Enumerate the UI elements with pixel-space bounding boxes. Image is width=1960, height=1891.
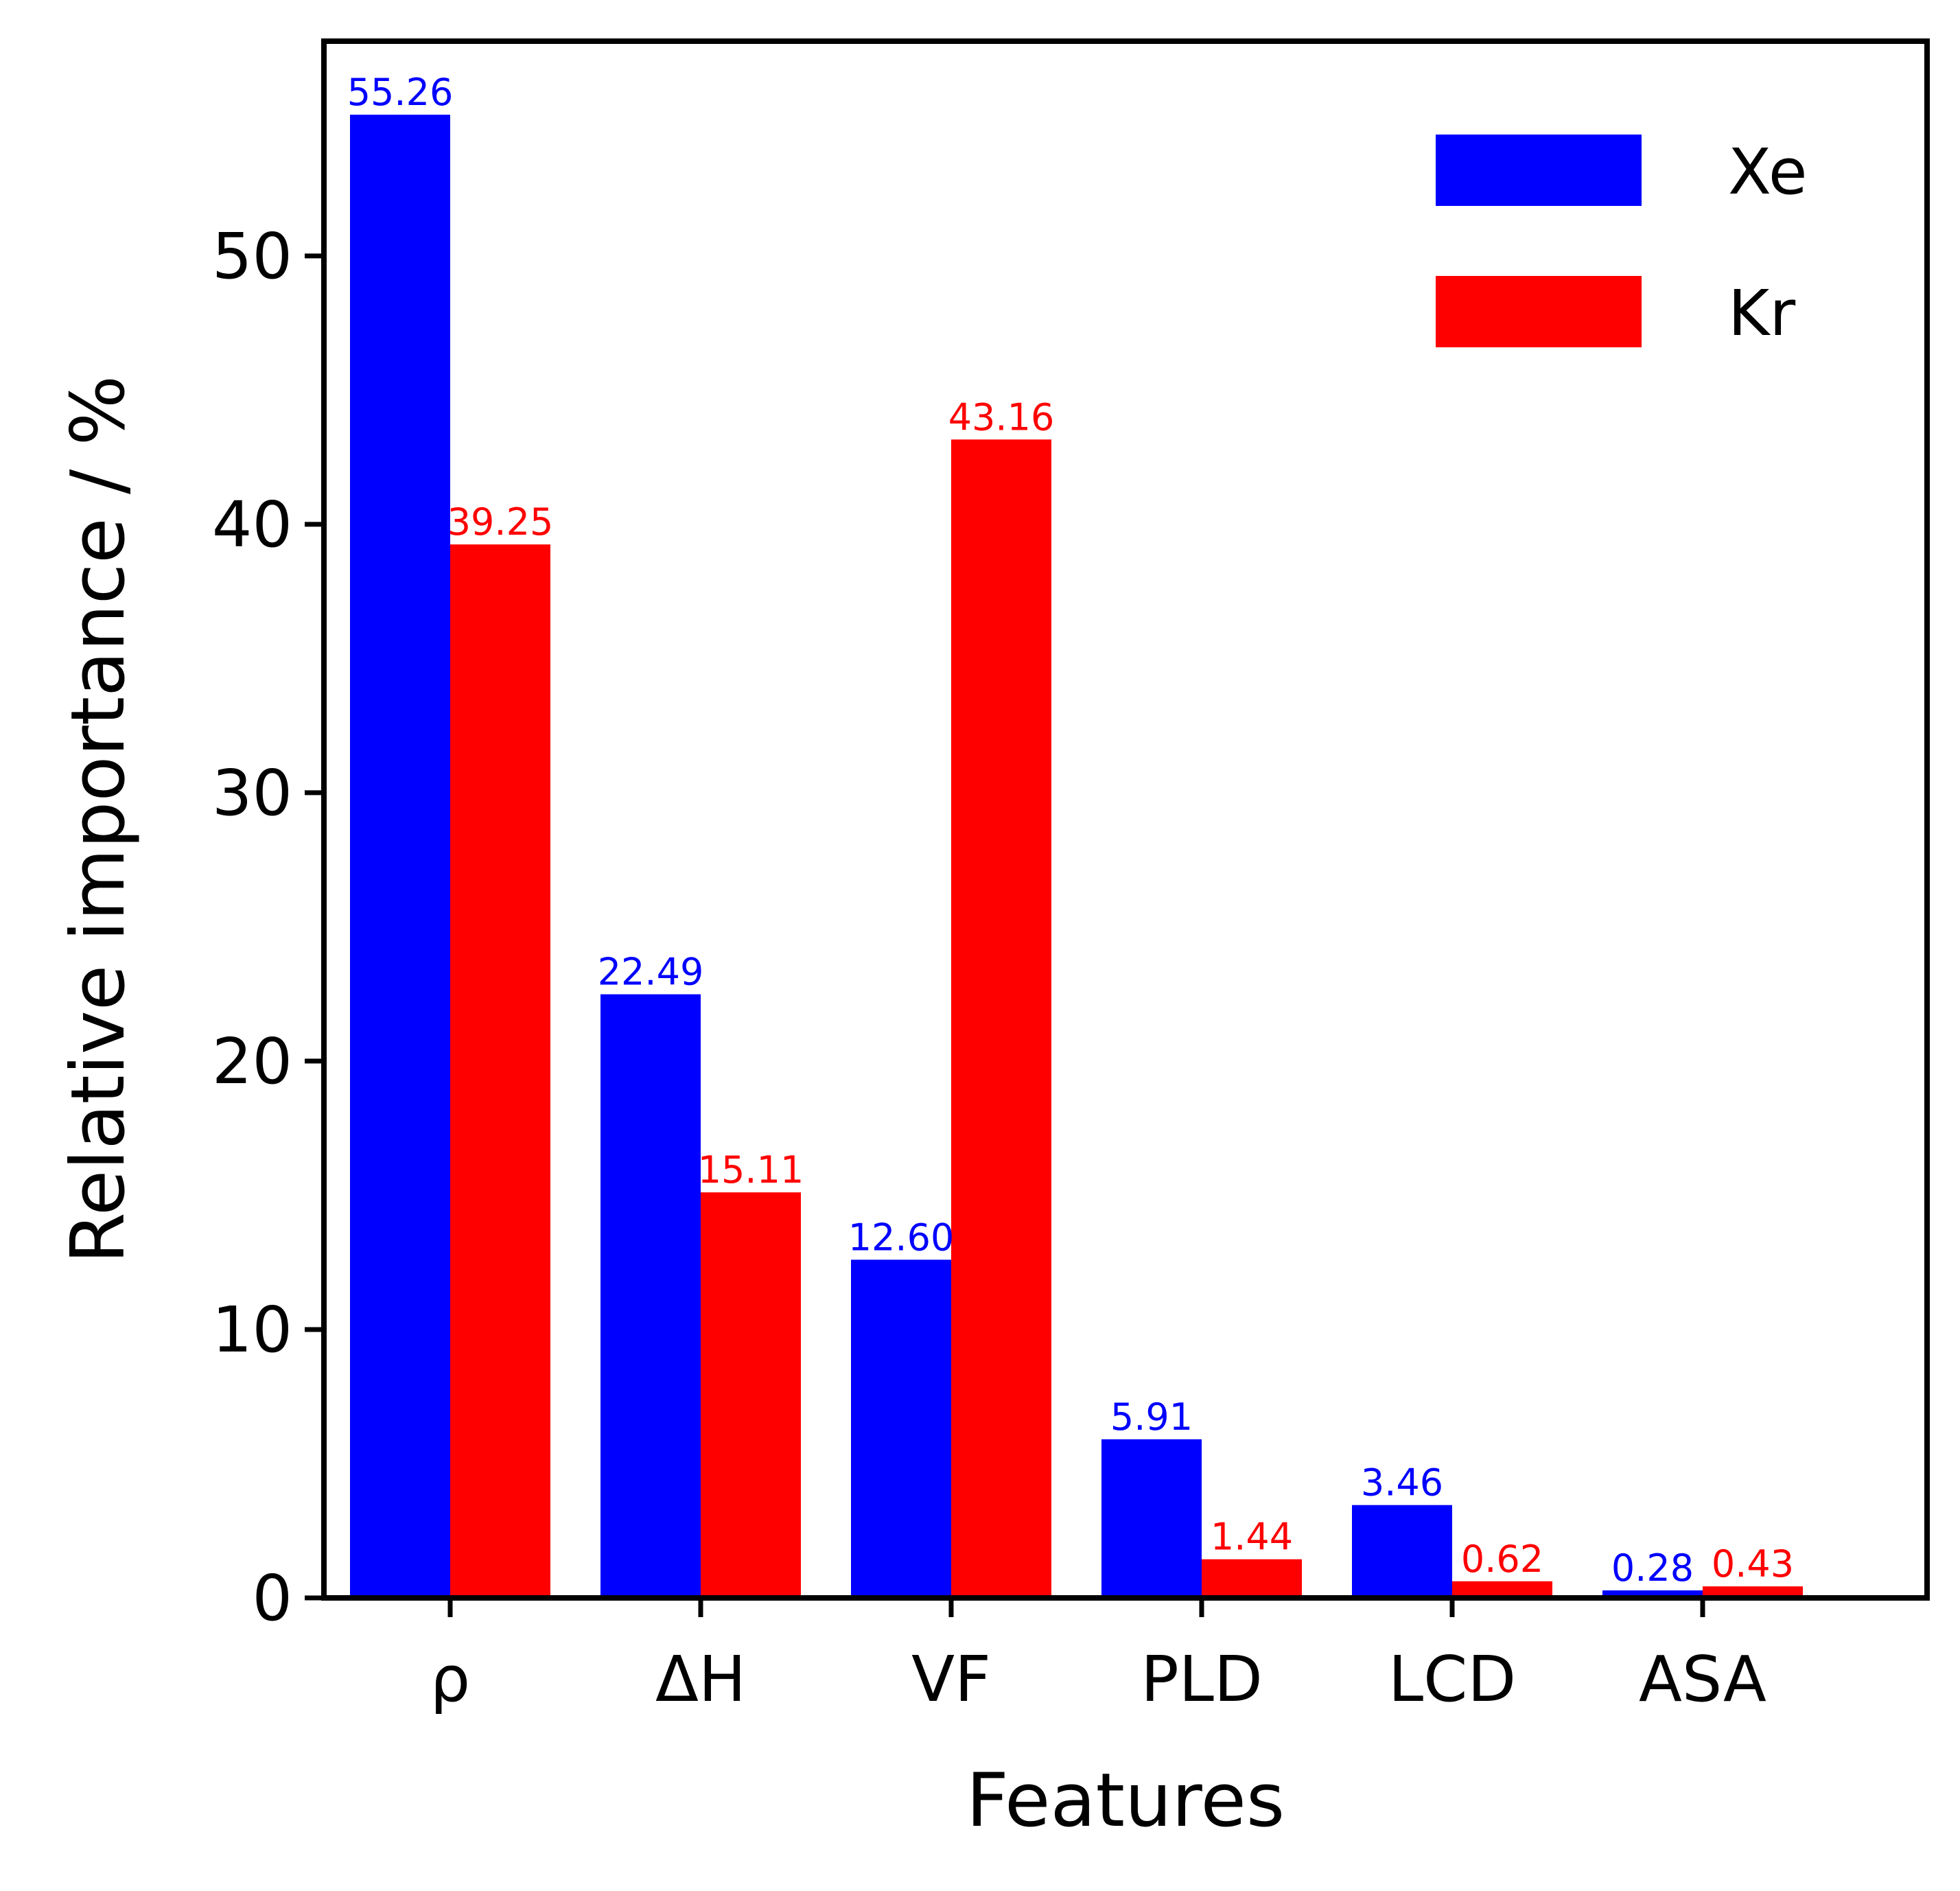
x-tick-label-0: ρ [430, 1643, 470, 1716]
x-tick-label-4: LCD [1388, 1643, 1516, 1716]
bar-xe-1 [600, 994, 701, 1598]
x-tick-label-5: ASA [1639, 1643, 1766, 1716]
data-label-xe-2: 12.60 [848, 1216, 955, 1259]
x-tick-label-1: ΔH [655, 1643, 746, 1716]
y-axis-title: Relative importance / % [56, 375, 141, 1264]
bars-layer [350, 115, 1803, 1598]
legend-label-xe: Xe [1728, 135, 1808, 209]
bar-kr-0 [450, 544, 550, 1598]
x-tick-label-2: VF [911, 1643, 991, 1716]
bar-kr-5 [1703, 1586, 1803, 1598]
y-tick-label-4: 40 [212, 488, 292, 561]
data-label-xe-3: 5.91 [1110, 1395, 1193, 1439]
y-tick-label-0: 0 [252, 1562, 292, 1635]
data-label-kr-0: 39.25 [447, 500, 554, 544]
y-tick-label-1: 10 [212, 1293, 292, 1367]
bar-xe-4 [1352, 1505, 1452, 1598]
data-label-kr-2: 43.16 [948, 395, 1055, 439]
data-label-xe-0: 55.26 [347, 71, 454, 114]
plot-area-frame [321, 38, 1930, 1601]
y-tick-label-5: 50 [212, 220, 292, 293]
y-tick-label-3: 30 [212, 756, 292, 830]
y-tick-label-2: 20 [212, 1025, 292, 1098]
legend: Xe Kr [1436, 135, 1808, 350]
legend-swatch-xe [1436, 135, 1642, 206]
bar-kr-1 [701, 1192, 801, 1598]
bar-kr-3 [1202, 1559, 1302, 1598]
data-label-xe-1: 22.49 [598, 951, 704, 994]
bar-xe-2 [851, 1260, 951, 1598]
legend-swatch-kr [1436, 276, 1642, 347]
data-labels-layer: 55.26 39.25 22.49 15.11 12.60 43.16 5.91 1.44 3.… [347, 71, 1794, 1590]
x-axis-title: Features [966, 1758, 1285, 1844]
x-axis: ρ ΔH VF PLD LCD ASA [430, 1598, 1766, 1716]
y-axis: 0 10 20 30 40 50 [212, 220, 324, 1635]
bar-kr-4 [1452, 1581, 1552, 1598]
legend-label-kr: Kr [1728, 277, 1795, 350]
data-label-kr-4: 0.62 [1461, 1538, 1543, 1581]
data-label-xe-4: 3.46 [1361, 1461, 1443, 1505]
data-label-kr-3: 1.44 [1211, 1516, 1293, 1559]
bar-kr-2 [951, 439, 1051, 1598]
bar-xe-3 [1101, 1439, 1202, 1598]
data-label-xe-5: 0.28 [1611, 1546, 1694, 1590]
bar-xe-5 [1602, 1590, 1703, 1598]
data-label-kr-5: 0.43 [1712, 1542, 1794, 1586]
x-tick-label-3: PLD [1141, 1643, 1263, 1716]
data-label-kr-1: 15.11 [698, 1148, 804, 1192]
bar-xe-0 [350, 115, 450, 1598]
